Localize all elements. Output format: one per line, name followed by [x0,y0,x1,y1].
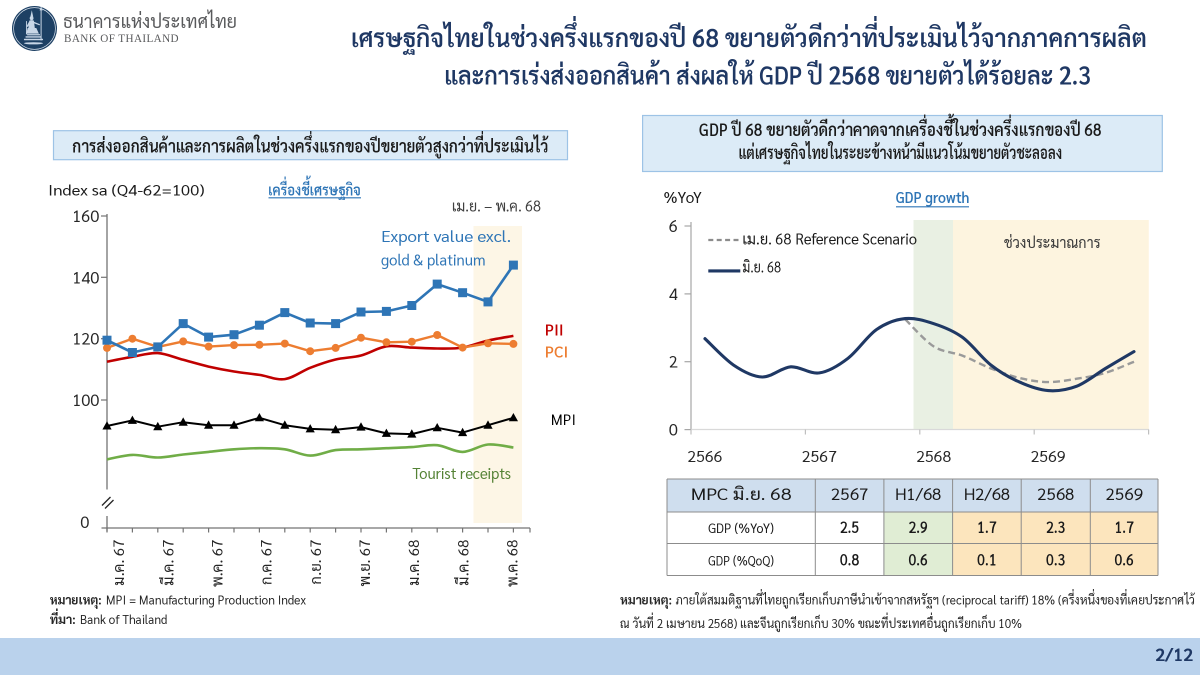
svg-text:ณ วันที่ 2 เมษายน 2568) และจีน: ณ วันที่ 2 เมษายน 2568) และจีนถูกเรียกเก… [620,611,1022,633]
svg-text:มี.ค. 68: มี.ค. 68 [453,539,472,586]
svg-text:PII: PII [545,318,564,339]
svg-text:0: 0 [669,418,678,440]
svg-text:2567: 2567 [831,482,868,504]
svg-text:หมายเหตุ:: หมายเหตุ: [50,591,102,610]
svg-text:2: 2 [669,350,678,372]
svg-text:GDP ปี 68 ขยายตัวดีกว่าคาดจากเ: GDP ปี 68 ขยายตัวดีกว่าคาดจากเครื่องชี้ใ… [699,113,1102,141]
svg-text:6: 6 [669,214,678,236]
svg-text:การส่งออกสินค้าและการผลิตในช่ว: การส่งออกสินค้าและการผลิตในช่วงครึ่งแรกข… [72,132,550,160]
svg-text:MPC มิ.ย. 68: MPC มิ.ย. 68 [691,482,792,504]
svg-text:ภายใต้สมมติฐานที่ไทยถูกเรียกเก: ภายใต้สมมติฐานที่ไทยถูกเรียกเก็บภาษีนำเข… [676,588,1196,610]
svg-text:พ.ย. 67: พ.ย. 67 [355,540,374,587]
svg-text:แต่เศรษฐกิจไทยในระยะข้างหน้ามี: แต่เศรษฐกิจไทยในระยะข้างหน้ามีแนวโน้มขยา… [738,141,1062,165]
svg-text:พ.ค. 68: พ.ค. 68 [502,539,521,587]
svg-text:เศรษฐกิจไทยในช่วงครึ่งแรกของปี: เศรษฐกิจไทยในช่วงครึ่งแรกของปี 68 ขยายตั… [351,16,1147,55]
svg-text:2566: 2566 [687,445,722,466]
svg-text:2.9: 2.9 [908,515,928,537]
svg-text:2568: 2568 [1037,482,1074,504]
svg-text:4: 4 [669,282,678,304]
svg-text:1.7: 1.7 [977,515,997,537]
svg-text:มี.ค. 67: มี.ค. 67 [158,540,177,586]
svg-text:ม.ค. 67: ม.ค. 67 [109,540,128,586]
svg-text:H1/68: H1/68 [895,482,942,504]
svg-text:Export value excl.: Export value excl. [381,225,511,246]
svg-text:และการเร่งส่งออกสินค้า ส่งผลให: และการเร่งส่งออกสินค้า ส่งผลให้ GDP ปี 2… [444,58,1091,91]
svg-text:ก.ค. 67: ก.ค. 67 [257,540,276,585]
svg-text:140: 140 [72,265,99,287]
svg-text:1.7: 1.7 [1114,515,1134,537]
svg-text:0.6: 0.6 [1114,548,1134,570]
svg-text:เม.ย. 68 Reference Scenario: เม.ย. 68 Reference Scenario [743,227,918,248]
svg-text:เม.ย. – พ.ค. 68: เม.ย. – พ.ค. 68 [452,195,541,216]
svg-text:2.5: 2.5 [840,515,860,537]
svg-text:มิ.ย. 68: มิ.ย. 68 [743,256,782,277]
svg-text:PCI: PCI [545,341,568,362]
svg-text:พ.ค. 67: พ.ค. 67 [207,540,226,588]
svg-text:0.1: 0.1 [977,548,997,570]
svg-text:0: 0 [80,510,89,532]
svg-text:GDP (%YoY): GDP (%YoY) [708,519,774,537]
svg-text:gold & platinum: gold & platinum [381,249,486,270]
svg-text:MPI = Manufacturing Production: MPI = Manufacturing Production Index [106,591,306,608]
svg-text:0.6: 0.6 [908,548,928,570]
svg-text:160: 160 [72,204,99,226]
svg-text:2569: 2569 [1105,482,1142,504]
svg-text:%YoY: %YoY [664,186,702,207]
svg-text:2569: 2569 [1031,445,1066,466]
svg-text:Bank of Thailand: Bank of Thailand [80,610,167,627]
svg-text:GDP (%QoQ): GDP (%QoQ) [708,552,774,570]
svg-text:ธนาคารแห่งประเทศไทย: ธนาคารแห่งประเทศไทย [63,9,237,33]
svg-text:MPI: MPI [551,410,576,429]
svg-text:120: 120 [72,327,99,349]
svg-text:0.3: 0.3 [1046,548,1066,570]
svg-text:Tourist receipts: Tourist receipts [412,462,511,483]
svg-text:2/12: 2/12 [1155,643,1193,666]
svg-text:หมายเหตุ:: หมายเหตุ: [620,591,672,610]
svg-text:เครื่องชี้เศรษฐกิจ: เครื่องชี้เศรษฐกิจ [268,176,361,201]
svg-text:2.3: 2.3 [1046,515,1066,537]
svg-text:100: 100 [72,388,99,410]
svg-text:ก.ย. 67: ก.ย. 67 [306,540,325,585]
svg-text:H2/68: H2/68 [964,482,1011,504]
svg-text:2568: 2568 [916,445,951,466]
svg-text:ที่มา:: ที่มา: [50,607,76,627]
svg-text:BANK OF THAILAND: BANK OF THAILAND [64,33,179,45]
svg-text:ม.ค. 68: ม.ค. 68 [404,539,423,586]
svg-text:ช่วงประมาณการ: ช่วงประมาณการ [1004,231,1101,252]
svg-text:2567: 2567 [802,445,837,466]
svg-text:GDP growth: GDP growth [896,186,970,207]
svg-text:Index sa (Q4-62=100): Index sa (Q4-62=100) [48,182,205,200]
svg-text:0.8: 0.8 [840,548,860,570]
